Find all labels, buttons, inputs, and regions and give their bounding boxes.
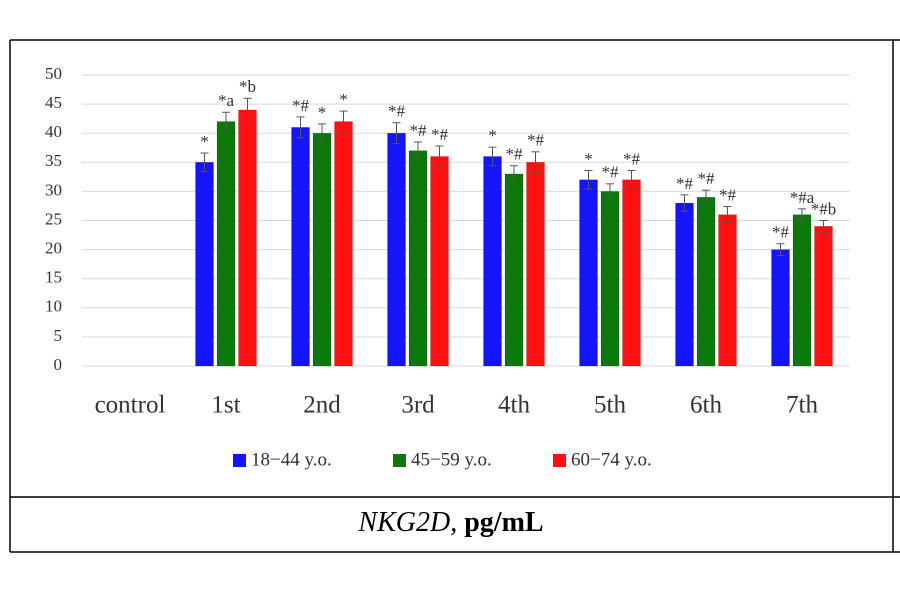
error-bar — [222, 111, 230, 132]
x-tick-label: 5th — [594, 392, 626, 419]
annotation: *#b — [811, 199, 837, 218]
annotation: *#a — [790, 188, 815, 207]
bar — [195, 162, 214, 367]
y-tick-label: 0 — [54, 355, 63, 374]
bar — [814, 226, 833, 367]
error-bar — [296, 116, 305, 139]
error-bar — [776, 243, 785, 256]
bar — [718, 214, 737, 367]
bar — [483, 156, 502, 367]
x-tick-label: 7th — [786, 392, 818, 419]
annotation: *# — [623, 149, 641, 168]
error-bar — [243, 97, 252, 123]
table-border — [9, 39, 900, 553]
x-tick-label: 4th — [498, 392, 530, 419]
annotation: *# — [410, 121, 428, 140]
y-tick-label: 30 — [45, 180, 62, 199]
bar — [579, 179, 598, 367]
bar — [526, 162, 545, 367]
error-bar — [200, 152, 209, 173]
x-tick-label: control — [95, 392, 166, 419]
legend-label: 45−59 y.o. — [411, 449, 492, 470]
error-bar — [702, 189, 710, 205]
bar — [408, 150, 428, 367]
error-bar — [318, 123, 326, 144]
error-bar — [435, 145, 444, 168]
caption-text: pg/mL — [464, 507, 543, 538]
annotation: * — [200, 132, 209, 151]
error-bar — [488, 146, 497, 167]
error-bar — [584, 169, 593, 190]
caption: NKG2D, pg/mL — [357, 507, 543, 538]
annotation: *# — [772, 223, 790, 242]
annotation: *# — [506, 145, 524, 164]
bar — [216, 121, 236, 367]
legend-swatch — [553, 454, 566, 467]
legend-label: 60−74 y.o. — [571, 449, 652, 470]
error-bar — [680, 194, 689, 212]
annotation: *a — [218, 91, 235, 110]
bar — [771, 249, 790, 367]
x-tick-label: 1st — [211, 392, 240, 419]
error-bar — [627, 169, 636, 190]
annotation: *b — [239, 77, 256, 96]
legend-swatch — [233, 454, 246, 467]
error-bar — [392, 122, 401, 145]
annotation: *# — [602, 163, 620, 182]
y-tick-label: 15 — [45, 268, 62, 287]
bar — [430, 156, 449, 367]
error-bar — [723, 206, 732, 224]
bar — [622, 179, 641, 367]
annotation: * — [339, 90, 348, 109]
bar — [387, 132, 406, 367]
error-bar — [798, 208, 806, 221]
annotation: *# — [676, 174, 694, 193]
error-bar — [510, 165, 518, 183]
annotation: *# — [388, 102, 406, 121]
y-tick-label: 25 — [45, 209, 62, 228]
bar — [696, 196, 716, 367]
y-tick-label: 50 — [45, 64, 62, 83]
x-tick-label: 3rd — [401, 392, 435, 419]
x-tick-label: 6th — [690, 392, 722, 419]
annotation: * — [318, 103, 327, 122]
y-tick-label: 35 — [45, 151, 62, 170]
annotation: *# — [719, 185, 737, 204]
bar — [334, 121, 353, 367]
bar — [312, 132, 332, 367]
error-bar — [606, 183, 614, 200]
error-bar — [531, 151, 540, 174]
y-tick-label: 40 — [45, 122, 62, 141]
error-bar — [339, 110, 348, 133]
legend-label: 18−44 y.o. — [251, 449, 332, 470]
caption-italic: NKG2D, — [357, 507, 457, 538]
annotation: * — [584, 149, 593, 168]
bar — [291, 127, 310, 367]
bar — [238, 109, 257, 367]
y-tick-label: 5 — [54, 326, 63, 345]
annotation: *# — [292, 96, 310, 115]
bar — [504, 173, 524, 367]
error-bar — [414, 141, 422, 160]
bar — [675, 202, 694, 367]
y-tick-label: 45 — [45, 93, 62, 112]
annotation: *# — [431, 125, 449, 144]
annotation: *# — [698, 169, 716, 188]
y-tick-label: 20 — [45, 239, 62, 258]
annotation: * — [488, 126, 497, 145]
y-tick-label: 10 — [45, 297, 62, 316]
annotation: *# — [527, 131, 545, 150]
bar — [600, 191, 620, 367]
error-bar — [819, 220, 828, 233]
x-tick-label: 2nd — [303, 392, 341, 419]
legend-swatch — [393, 454, 406, 467]
bar — [792, 214, 812, 367]
